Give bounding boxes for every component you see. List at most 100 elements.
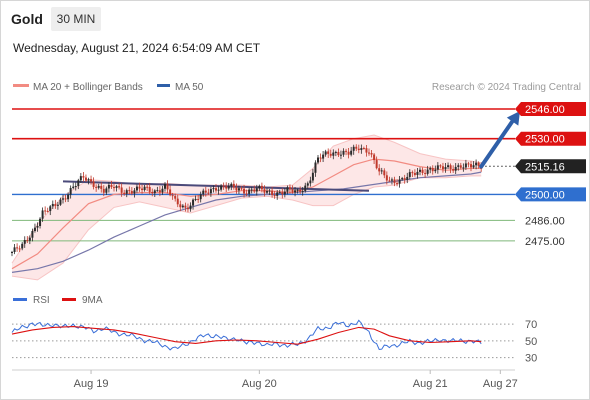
- candle-body: [130, 191, 133, 194]
- x-tick-label: Aug 27: [483, 378, 518, 390]
- candle-body: [209, 189, 212, 194]
- candle-body: [84, 177, 87, 181]
- candle-body: [164, 183, 166, 189]
- candle-body: [235, 187, 238, 191]
- candles: [11, 144, 483, 257]
- candle-body: [477, 162, 480, 166]
- level-label-2530.00: 2530.00: [525, 134, 565, 146]
- candle-body: [41, 210, 44, 219]
- candle-body: [39, 218, 42, 226]
- candle-body: [370, 153, 373, 155]
- candle-body: [334, 151, 337, 153]
- rsi-tick-50: 50: [525, 336, 537, 348]
- level-label-2475.00: 2475.00: [525, 236, 565, 248]
- candle-body: [327, 151, 330, 154]
- candle-body: [462, 167, 465, 169]
- candle-body: [271, 190, 274, 195]
- candle-body: [347, 151, 350, 155]
- price-levels: [12, 108, 515, 242]
- candle-body: [250, 189, 253, 191]
- timeframe-button[interactable]: 30 MIN: [51, 7, 101, 31]
- ma20-legend-label: MA 20 + Bollinger Bands: [33, 82, 143, 93]
- candle-body: [378, 168, 381, 172]
- candle-body: [87, 179, 90, 181]
- candle-body: [296, 189, 299, 191]
- candle-body: [44, 210, 47, 212]
- candle-body: [385, 175, 388, 181]
- rsi-tick-30: 30: [525, 353, 537, 365]
- ma9-legend-swatch: [62, 298, 76, 301]
- candle-body: [291, 189, 294, 193]
- candle-body: [51, 203, 54, 207]
- candle-body: [472, 165, 475, 168]
- candle-body: [133, 190, 136, 194]
- candle-body: [362, 148, 365, 150]
- candle-body: [143, 186, 146, 191]
- candle-body: [467, 163, 470, 165]
- timestamp: Wednesday, August 21, 2024 6:54:09 AM CE…: [13, 41, 261, 55]
- candle-body: [59, 199, 62, 205]
- candle-body: [375, 160, 378, 169]
- candle-body: [357, 148, 360, 151]
- candle-body: [419, 169, 421, 172]
- candle-body: [260, 185, 263, 190]
- candle-body: [288, 187, 291, 190]
- candle-body: [319, 157, 322, 159]
- ma50-legend-swatch: [157, 84, 170, 87]
- rsi-legend-label: RSI: [33, 295, 50, 306]
- candle-body: [207, 192, 210, 194]
- header-bar: Gold 30 MIN: [0, 0, 590, 36]
- candle-body: [339, 154, 342, 156]
- candle-body: [278, 192, 281, 194]
- candle-body: [225, 186, 228, 189]
- candle-body: [192, 199, 195, 206]
- candle-body: [156, 190, 159, 192]
- candle-body: [268, 190, 271, 192]
- rsi-legend-swatch: [13, 298, 27, 301]
- forecast-arrow-head: [506, 111, 520, 126]
- candle-body: [373, 154, 376, 161]
- rsi-panel: 70 50 30: [11, 319, 537, 365]
- candle-body: [184, 205, 187, 208]
- candle-body: [311, 172, 314, 181]
- candle-body: [166, 183, 169, 190]
- rsi-ma-line: [11, 326, 482, 345]
- x-axis: Aug 19 Aug 20 Aug 21 Aug 27: [74, 370, 518, 390]
- candle-body: [324, 151, 327, 155]
- candle-body: [266, 191, 268, 193]
- candle-body: [141, 188, 144, 191]
- candle-body: [421, 169, 424, 173]
- candle-body: [431, 168, 434, 172]
- candle-body: [299, 189, 302, 192]
- candle-body: [322, 154, 325, 159]
- candle-body: [23, 239, 26, 244]
- candle-body: [102, 188, 105, 193]
- candle-body: [46, 210, 49, 212]
- candle-body: [146, 186, 149, 188]
- candle-body: [174, 195, 177, 199]
- candle-body: [153, 190, 156, 194]
- candle-body: [28, 237, 31, 241]
- candle-body: [396, 183, 399, 185]
- candle-body: [62, 198, 64, 200]
- candle-body: [426, 169, 429, 174]
- candle-body: [189, 205, 192, 210]
- rsi-tick-70: 70: [525, 319, 537, 331]
- x-tick-label: Aug 21: [413, 378, 448, 390]
- candle-body: [107, 184, 110, 189]
- candle-body: [16, 247, 19, 249]
- candle-body: [449, 165, 452, 170]
- candle-body: [329, 153, 332, 156]
- candle-body: [186, 207, 189, 210]
- candle-body: [128, 190, 131, 192]
- candle-body: [67, 194, 70, 200]
- candle-body: [69, 188, 72, 195]
- candle-body: [243, 188, 246, 194]
- candle-body: [393, 179, 396, 184]
- candle-body: [82, 176, 85, 178]
- candle-body: [429, 168, 432, 170]
- candle-body: [365, 148, 368, 153]
- candle-body: [202, 190, 205, 195]
- candle-body: [352, 146, 355, 151]
- candle-body: [171, 195, 174, 197]
